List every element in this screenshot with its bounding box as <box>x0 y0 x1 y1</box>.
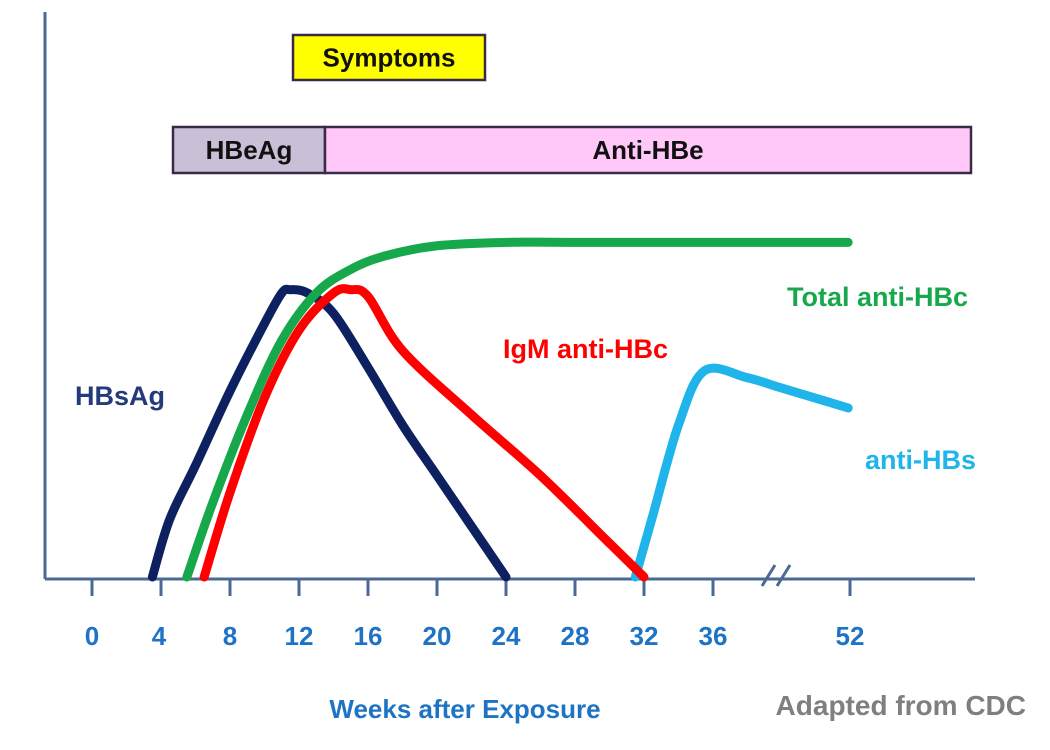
series-label-igm-anti-hbc: IgM anti-HBc <box>503 334 668 364</box>
x-tick-label: 12 <box>285 621 314 651</box>
x-tick-label: 20 <box>423 621 452 651</box>
series-line-hbsag <box>147 284 511 582</box>
x-tick-label: 0 <box>85 621 99 651</box>
series-line-total-anti-hbc <box>182 237 853 582</box>
source-credit: Adapted from CDC <box>776 690 1026 721</box>
x-axis-label: Weeks after Exposure <box>329 694 600 724</box>
x-tick-label: 28 <box>561 621 590 651</box>
band-label-hbeag: HBeAg <box>206 135 293 165</box>
band-anti-hbe <box>323 125 973 175</box>
axis-break-mark <box>760 564 792 587</box>
x-tick-label: 36 <box>699 621 728 651</box>
band-label-anti-hbe: Anti-HBe <box>592 135 703 165</box>
series-label-hbsag: HBsAg <box>75 381 165 411</box>
series-labels: HBsAg Total anti-HBc IgM anti-HBc anti-HBs <box>75 282 976 475</box>
x-tick-label: 4 <box>152 621 167 651</box>
x-tick-label: 16 <box>354 621 383 651</box>
series-lines <box>147 237 853 582</box>
series-label-anti-hbs: anti-HBs <box>865 445 976 475</box>
x-tick-label: 52 <box>836 621 865 651</box>
series-line-igm-anti-hbc <box>199 284 649 582</box>
band-label-symptoms: Symptoms <box>323 43 456 73</box>
x-tick-label: 8 <box>223 621 237 651</box>
marker-bands: Symptoms HBeAg Anti-HBe <box>171 33 973 175</box>
x-tick-label: 24 <box>492 621 521 651</box>
series-label-total-anti-hbc: Total anti-HBc <box>787 282 968 312</box>
x-tick-label: 32 <box>630 621 659 651</box>
band-symptoms <box>291 33 487 82</box>
x-ticks: 0 4 8 12 16 20 24 28 32 36 52 <box>85 579 865 651</box>
band-hbeag <box>171 125 327 175</box>
series-line-anti-hbs <box>630 363 853 582</box>
